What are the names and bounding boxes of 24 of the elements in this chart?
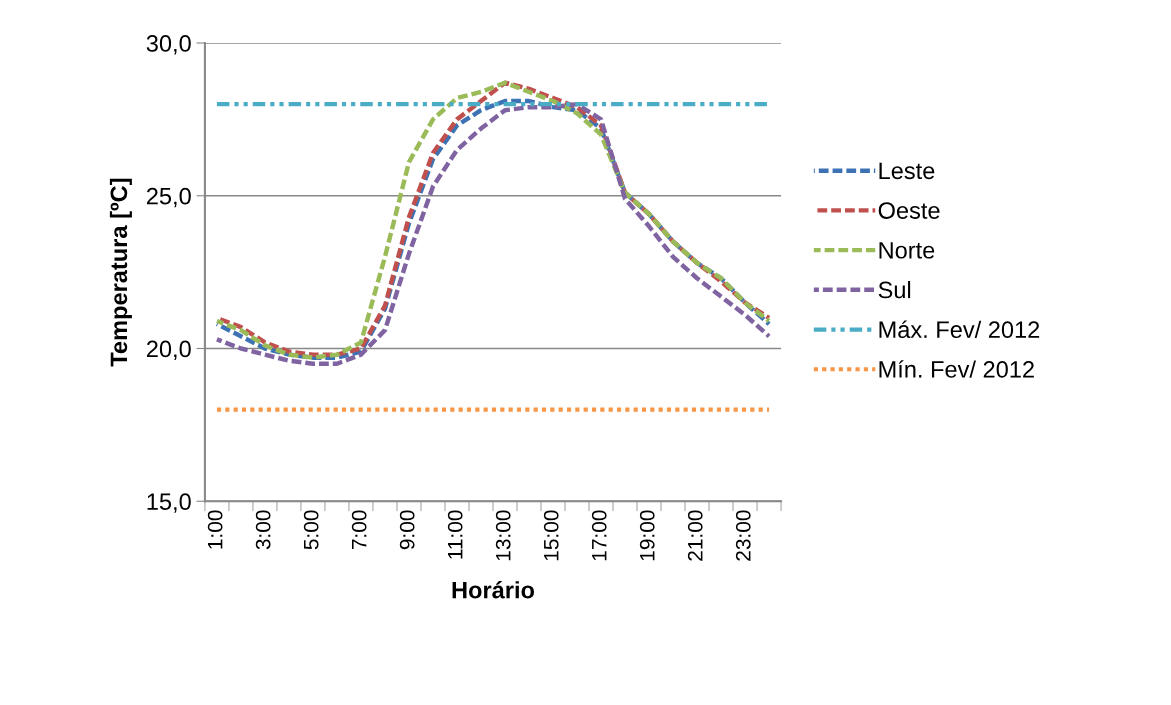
y-tick-label: 20,0 bbox=[146, 340, 191, 361]
x-tick-label: 3:00 bbox=[255, 510, 271, 550]
y-tick-label: 30,0 bbox=[146, 35, 191, 55]
x-tick-label: 17:00 bbox=[591, 510, 607, 561]
legend-label: Leste bbox=[879, 162, 935, 180]
x-tick-label: 19:00 bbox=[639, 510, 655, 561]
x-axis-title: Horário bbox=[452, 580, 535, 599]
y-tick-label: 15,0 bbox=[147, 493, 191, 513]
x-tick-label: 11:00 bbox=[447, 510, 463, 559]
x-tick-label: 7:00 bbox=[351, 510, 367, 550]
y-tick-label: 25,0 bbox=[146, 187, 191, 208]
x-tick-label: 13:00 bbox=[495, 510, 511, 561]
y-axis-title: Temperatura [ºC] bbox=[109, 178, 132, 367]
x-tick-label: 21:00 bbox=[687, 510, 703, 561]
x-tick-label: 1:00 bbox=[207, 510, 223, 549]
x-tick-label: 9:00 bbox=[399, 510, 415, 550]
x-tick-label: 23:00 bbox=[735, 510, 751, 561]
x-tick-label: 5:00 bbox=[303, 510, 319, 550]
legend-label: Norte bbox=[879, 242, 935, 259]
legend-label: Mín. Fev/ 2012 bbox=[879, 360, 1034, 378]
legend-label: Máx. Fev/ 2012 bbox=[879, 320, 1040, 339]
legend-label: Oeste bbox=[878, 202, 940, 219]
x-tick-label: 15:00 bbox=[543, 510, 559, 561]
legend-label: Sul bbox=[878, 280, 911, 299]
